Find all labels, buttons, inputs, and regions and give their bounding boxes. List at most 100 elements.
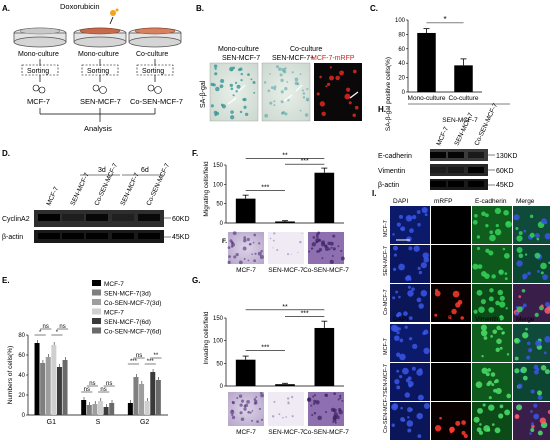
dish-label-mono-1: Mono-culture: [18, 51, 59, 58]
i-nucleus-dot: [499, 295, 505, 301]
i-nucleus-dot: [516, 306, 523, 313]
i-nucleus-dot: [543, 351, 547, 355]
stained-cell-dot: [240, 399, 245, 403]
stained-cell-dot: [315, 237, 320, 243]
stained-cell-dot: [259, 254, 264, 259]
sa-gal-stain-dot: [210, 104, 214, 108]
i-nucleus-dot: [408, 337, 413, 341]
i-nucleus-dot: [455, 420, 461, 426]
stained-cell-dot: [285, 416, 287, 418]
i-nucleus-dot: [503, 253, 510, 259]
i-nucleus-dot: [495, 387, 502, 395]
stained-cell-dot: [311, 413, 314, 417]
stained-cell-dot: [239, 411, 243, 415]
stained-cell-dot: [250, 419, 254, 422]
panel-letter-c: C.: [370, 4, 378, 13]
e-bar: [103, 407, 109, 415]
i-nucleus-dot: [493, 380, 497, 384]
i-nucleus-dot: [506, 353, 510, 356]
e-bar: [56, 367, 62, 415]
i-nucleus-dot: [439, 416, 442, 420]
stained-cell-dot: [310, 247, 314, 250]
e-bar: [81, 400, 87, 415]
i-nucleus-dot: [514, 311, 519, 316]
i-nucleus-dot: [516, 404, 523, 411]
sa-gal-stain-dot: [215, 86, 220, 92]
sa-gal-stain-dot: [232, 94, 235, 97]
stained-cell-dot: [243, 407, 247, 411]
i-nucleus-dot: [537, 430, 543, 436]
stained-cell-dot: [329, 241, 334, 246]
i-nucleus-dot: [503, 209, 509, 216]
i-nucleus-dot: [488, 250, 494, 256]
g-ylabel: Invading cells/field: [203, 311, 210, 364]
stained-cell-dot: [229, 239, 233, 243]
sa-gal-stain-dot: [280, 78, 284, 83]
rfp-cell-dot: [319, 75, 322, 79]
i-nucleus-dot: [476, 289, 483, 296]
i-nucleus-dot: [475, 381, 483, 389]
i-nucleus-dot: [473, 309, 478, 314]
sa-gal-stain-dot: [282, 70, 287, 74]
i-nucleus-dot: [494, 228, 502, 236]
i-nucleus-dot: [395, 290, 399, 294]
i-nucleus-dot: [528, 348, 533, 353]
i-nucleus-dot: [392, 325, 399, 333]
stained-cell-dot: [332, 418, 337, 423]
i-nucleus-dot: [500, 315, 503, 318]
i-nucleus-dot: [526, 355, 531, 360]
i-nucleus-dot: [401, 418, 406, 422]
sa-gal-stain-dot: [235, 90, 238, 93]
i-nucleus-dot: [413, 245, 420, 252]
sa-gal-stain-dot: [263, 81, 267, 84]
panel-i: I. DAPI mRFP E-cadherin Merge MCF-7 SEN-MCF-7…: [372, 189, 550, 440]
dish-label-mono-2: Mono-culture: [78, 51, 119, 58]
stained-cell-dot: [327, 241, 331, 246]
sa-gal-stain-dot: [213, 64, 218, 68]
stained-cell-dot: [247, 259, 250, 262]
stained-cell-dot: [290, 395, 294, 399]
panel-letter-a: A.: [2, 4, 10, 13]
e-legend-label: MCF-7: [104, 310, 124, 317]
well-label: Co-SEN-MCF-7: [303, 267, 349, 274]
sa-gal-stain-dot: [287, 98, 290, 102]
i-nucleus-dot: [527, 271, 531, 276]
e-legend-swatch: [92, 280, 101, 286]
i-nucleus-dot: [504, 272, 508, 275]
stained-cell-dot: [238, 394, 243, 398]
well-label: MCF-7: [236, 429, 256, 436]
sa-gal-stain-dot: [279, 73, 283, 77]
i-nucleus-dot: [474, 214, 478, 218]
micrograph-mono: [209, 62, 259, 122]
sa-gal-stain-dot: [247, 73, 250, 77]
stained-cell-dot: [246, 237, 250, 242]
h-kd-130: 130KD: [496, 153, 517, 160]
i-nucleus-dot: [505, 220, 512, 228]
i-row-label: Co-SEN-MCF-7: [383, 394, 389, 433]
stained-cell-dot: [340, 256, 345, 261]
i-nucleus-dot: [488, 396, 492, 400]
rfp-cell-dot: [348, 101, 352, 105]
i-nucleus-dot: [544, 336, 550, 343]
i-nucleus-dot: [504, 409, 511, 416]
stained-cell-dot: [231, 415, 236, 420]
sa-gal-stain-dot: [236, 84, 241, 89]
sa-gal-stain-dot: [269, 101, 273, 105]
i-nucleus-dot: [416, 369, 423, 376]
sorting-boxes: [21, 64, 174, 76]
e-bar: [86, 405, 92, 415]
i-nucleus-dot: [542, 274, 548, 280]
stained-cell-dot: [258, 407, 262, 411]
sa-gal-stain-dot: [230, 87, 234, 90]
sa-gal-stain-dot: [212, 83, 216, 87]
sa-gal-stain-dot: [273, 104, 276, 107]
e-sig-label: *: [39, 330, 42, 336]
stained-cell-dot: [339, 394, 342, 398]
i-nucleus-dot: [497, 289, 504, 296]
stained-cell-dot: [313, 411, 317, 415]
stained-cell-dot: [340, 249, 343, 252]
i-nucleus-dot: [536, 367, 540, 371]
i-nucleus-dot: [423, 256, 430, 263]
panel-g: G. Invading cells/field 050100150*******…: [192, 276, 349, 436]
bar: [454, 65, 473, 92]
